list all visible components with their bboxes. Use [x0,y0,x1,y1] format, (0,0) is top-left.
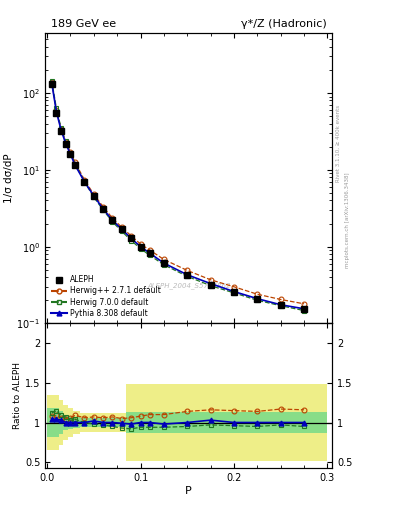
X-axis label: P: P [185,486,192,496]
Y-axis label: 1/σ dσ/dP: 1/σ dσ/dP [4,154,14,203]
Text: 189 GeV ee: 189 GeV ee [51,19,116,29]
Legend: ALEPH, Herwig++ 2.7.1 default, Herwig 7.0.0 default, Pythia 8.308 default: ALEPH, Herwig++ 2.7.1 default, Herwig 7.… [49,273,163,319]
Text: mcplots.cern.ch [arXiv:1306.3438]: mcplots.cern.ch [arXiv:1306.3438] [345,173,350,268]
Y-axis label: Ratio to ALEPH: Ratio to ALEPH [13,362,22,430]
Text: γ*/Z (Hadronic): γ*/Z (Hadronic) [241,19,326,29]
Text: ALEPH_2004_S5765862: ALEPH_2004_S5765862 [147,282,230,289]
Text: Rivet 3.1.10, ≥ 400k events: Rivet 3.1.10, ≥ 400k events [336,105,341,182]
